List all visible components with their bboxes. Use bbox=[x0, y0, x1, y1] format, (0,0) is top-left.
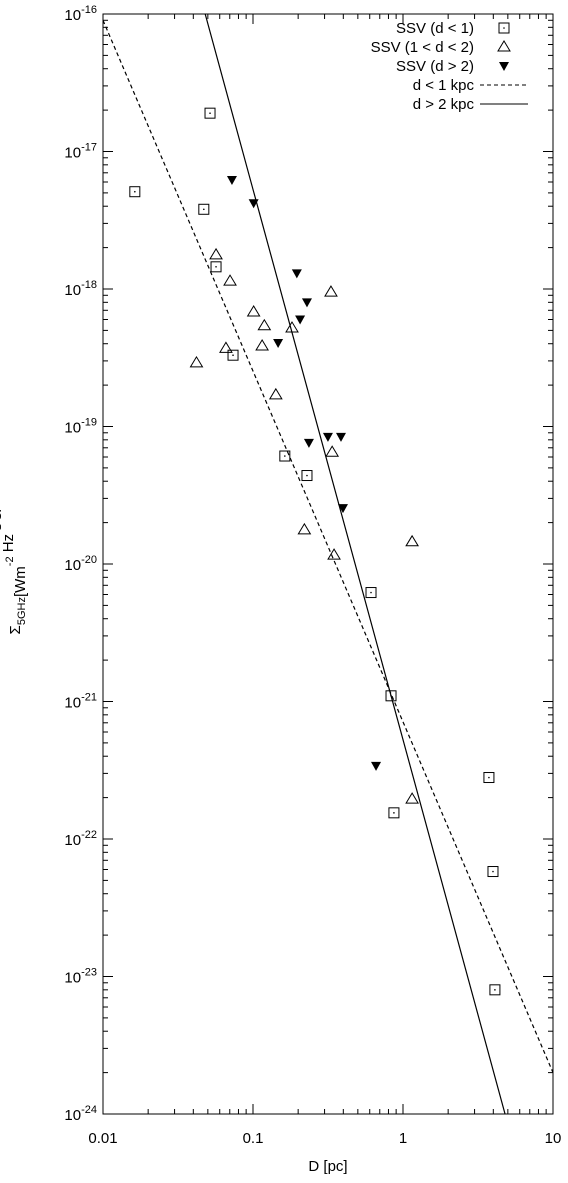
triangle-marker bbox=[405, 792, 419, 804]
triangle-marker bbox=[246, 305, 261, 317]
y-tick-label: 10-24 bbox=[64, 1104, 97, 1124]
square-marker bbox=[388, 807, 400, 819]
y-label-part: sr bbox=[0, 507, 5, 524]
y-axis-label: Σ5GHz[Wm-2 Hz-1 sr-1] bbox=[0, 494, 29, 635]
triangle-marker bbox=[255, 339, 269, 351]
down-triangle-marker bbox=[322, 432, 333, 442]
down-triangle-marker bbox=[273, 338, 284, 348]
y-tick-label: 10-22 bbox=[64, 829, 97, 849]
square-marker bbox=[279, 450, 291, 462]
square-marker bbox=[204, 107, 216, 119]
y-label-sub: 5GHz bbox=[16, 597, 28, 625]
square-marker bbox=[365, 587, 377, 599]
down-triangle-marker bbox=[226, 176, 237, 186]
square-outline bbox=[279, 450, 291, 462]
y-tick-label: 10-20 bbox=[64, 554, 97, 574]
square-dot bbox=[209, 112, 211, 114]
plot-frame bbox=[102, 13, 554, 1115]
triangle-marker bbox=[219, 341, 233, 353]
down-triangle-marker bbox=[499, 62, 509, 71]
square-dot bbox=[203, 208, 205, 211]
square-dot bbox=[370, 591, 372, 594]
y-tick-label: 10-23 bbox=[64, 967, 97, 987]
square-outline bbox=[301, 470, 313, 482]
triangle-marker bbox=[325, 445, 340, 457]
square-dot bbox=[215, 266, 217, 268]
down-triangle-marker bbox=[295, 315, 306, 325]
square-outline bbox=[498, 22, 510, 34]
legend-label: d < 1 kpc bbox=[413, 77, 475, 94]
square-dot bbox=[306, 474, 308, 477]
square-dot bbox=[488, 776, 490, 779]
square-dot bbox=[393, 812, 395, 814]
square-outline bbox=[227, 349, 239, 361]
triangle-marker bbox=[497, 40, 511, 52]
square-marker bbox=[483, 772, 495, 784]
square-outline bbox=[385, 690, 397, 702]
square-dot bbox=[232, 354, 234, 357]
triangle-marker bbox=[257, 318, 272, 331]
square-marker bbox=[210, 261, 222, 273]
triangle-marker bbox=[189, 355, 204, 368]
y-label-part: Σ bbox=[7, 625, 24, 634]
triangle-marker bbox=[268, 387, 283, 400]
legend-label: d > 2 kpc bbox=[413, 96, 475, 113]
y-label-part: [Wm bbox=[12, 566, 29, 597]
square-outline bbox=[487, 866, 499, 878]
y-tick-label: 10-19 bbox=[64, 417, 97, 437]
x-tick-label: 0.01 bbox=[88, 1130, 117, 1147]
y-tick-label: 10-16 bbox=[64, 4, 97, 24]
down-triangle-marker bbox=[371, 761, 382, 771]
triangle-marker bbox=[209, 247, 223, 260]
square-marker bbox=[129, 186, 141, 198]
down-triangle-marker bbox=[291, 269, 302, 279]
triangle-marker bbox=[297, 522, 312, 535]
square-dot bbox=[494, 989, 496, 991]
square-dot bbox=[284, 455, 286, 457]
square-marker bbox=[487, 866, 499, 878]
triangle-marker bbox=[223, 274, 237, 286]
triangle-marker bbox=[327, 548, 341, 560]
square-outline bbox=[204, 107, 216, 119]
square-dot bbox=[503, 27, 505, 29]
triangle-marker bbox=[405, 534, 419, 547]
square-marker bbox=[227, 349, 239, 361]
square-outline bbox=[365, 587, 377, 599]
y-tick-label: 10-21 bbox=[64, 692, 97, 712]
square-outline bbox=[210, 261, 222, 273]
square-marker bbox=[198, 203, 210, 215]
fit-line bbox=[204, 14, 506, 1114]
y-tick-label: 10-18 bbox=[64, 279, 97, 299]
square-marker bbox=[489, 984, 501, 996]
square-outline bbox=[489, 984, 501, 996]
fit-line bbox=[103, 20, 553, 1073]
square-marker bbox=[498, 22, 510, 34]
legend-label: SSV (d < 1) bbox=[396, 20, 474, 37]
y-label-sup: -2 bbox=[4, 556, 16, 566]
square-dot bbox=[134, 190, 136, 193]
square-dot bbox=[492, 870, 494, 873]
legend-label: SSV (1 < d < 2) bbox=[371, 39, 474, 56]
y-label-part: Hz bbox=[0, 534, 17, 557]
x-tick-label: 0.1 bbox=[243, 1130, 264, 1147]
x-axis-label: D [pc] bbox=[308, 1158, 347, 1175]
square-outline bbox=[129, 186, 141, 198]
y-tick-label: 10-17 bbox=[64, 142, 97, 162]
triangle-marker bbox=[324, 285, 338, 297]
down-triangle-marker bbox=[335, 432, 346, 442]
down-triangle-marker bbox=[337, 504, 348, 514]
down-triangle-marker bbox=[301, 298, 312, 308]
down-triangle-marker bbox=[303, 438, 314, 448]
square-outline bbox=[198, 203, 210, 215]
square-outline bbox=[388, 807, 400, 819]
legend-label: SSV (d > 2) bbox=[396, 58, 474, 75]
x-tick-label: 10 bbox=[545, 1130, 562, 1147]
square-marker bbox=[301, 470, 313, 482]
x-tick-label: 1 bbox=[399, 1130, 407, 1147]
square-outline bbox=[483, 772, 495, 784]
y-label-sup: -1 bbox=[0, 524, 4, 534]
